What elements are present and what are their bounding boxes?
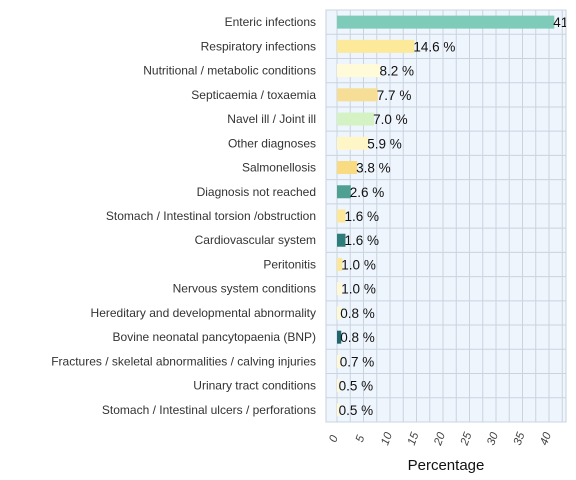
category-label: Urinary tract conditions (193, 379, 316, 393)
x-tick-labels: 0 5 10 15 20 25 30 35 40 (327, 430, 554, 448)
category-label: Fractures / skeletal abnormalities / cal… (51, 354, 316, 368)
category-label: Stomach / Intestinal ulcers / perforatio… (102, 403, 316, 417)
bar (337, 39, 415, 53)
value-label: 0.5 % (339, 379, 374, 394)
category-labels: Enteric infections Respiratory infections… (51, 15, 316, 417)
x-tick-label: 5 (354, 433, 368, 444)
value-label: 41.0 % (553, 15, 576, 30)
bar (337, 136, 369, 150)
category-label: Septicaemia / toxaemia (191, 88, 316, 102)
value-label: 1.6 % (344, 209, 379, 224)
bar (337, 15, 555, 29)
x-tick-label: 25 (459, 430, 475, 448)
category-label: Nutritional / metabolic conditions (143, 64, 316, 78)
value-label: 7.7 % (377, 88, 412, 103)
bar (337, 88, 378, 102)
value-label: 7.0 % (373, 112, 408, 127)
category-label: Diagnosis not reached (197, 185, 316, 199)
bar (337, 354, 341, 368)
category-label: Other diagnoses (228, 136, 316, 150)
value-label: 8.2 % (379, 64, 414, 79)
bar (337, 257, 343, 271)
category-label: Stomach / Intestinal torsion /obstructio… (106, 209, 316, 223)
category-label: Navel ill / Joint ill (227, 112, 316, 126)
bar (337, 112, 375, 126)
category-label: Enteric infections (225, 15, 316, 29)
x-tick-label: 30 (485, 430, 501, 447)
x-tick-label: 40 (538, 430, 554, 447)
bar (337, 185, 351, 199)
value-label: 5.9 % (367, 136, 402, 151)
bar (337, 64, 381, 78)
value-label: 0.8 % (340, 330, 375, 345)
value-label: 0.8 % (340, 306, 375, 321)
x-tick-label: 10 (379, 430, 395, 447)
bar (337, 379, 340, 393)
category-label: Peritonitis (263, 257, 316, 271)
category-label: Cardiovascular system (195, 233, 316, 247)
x-tick-label: 15 (406, 430, 422, 447)
x-tick-label: 35 (512, 430, 528, 447)
category-label: Bovine neonatal pancytopaenia (BNP) (113, 330, 316, 344)
value-label: 14.6 % (413, 39, 455, 54)
value-label: 2.6 % (350, 185, 385, 200)
x-tick-label: 20 (432, 430, 448, 448)
plot-area (325, 9, 567, 423)
grid-lines (326, 9, 566, 423)
category-label: Salmonellosis (242, 161, 316, 175)
bar (337, 233, 346, 247)
bar (337, 403, 340, 417)
value-label: 1.0 % (341, 282, 376, 297)
bar (337, 306, 342, 320)
bars (337, 15, 555, 417)
category-label: Nervous system conditions (173, 282, 316, 296)
bar (337, 330, 342, 344)
value-label: 0.5 % (339, 403, 374, 418)
x-axis-title: Percentage (408, 457, 485, 474)
x-tick-label: 0 (327, 433, 341, 444)
bar (337, 209, 346, 223)
category-label: Hereditary and developmental abnormality (91, 306, 316, 320)
value-label: 0.7 % (340, 354, 375, 369)
value-label: 1.6 % (344, 233, 379, 248)
category-label: Respiratory infections (201, 39, 316, 53)
value-label: 3.8 % (356, 161, 391, 176)
value-label: 1.0 % (341, 257, 376, 272)
value-labels: 41.0 % 14.6 % 8.2 % 7.7 % 7.0 % 5.9 % 3.8 % 2.6… (339, 15, 576, 418)
bar (337, 282, 343, 296)
bar (337, 161, 358, 175)
